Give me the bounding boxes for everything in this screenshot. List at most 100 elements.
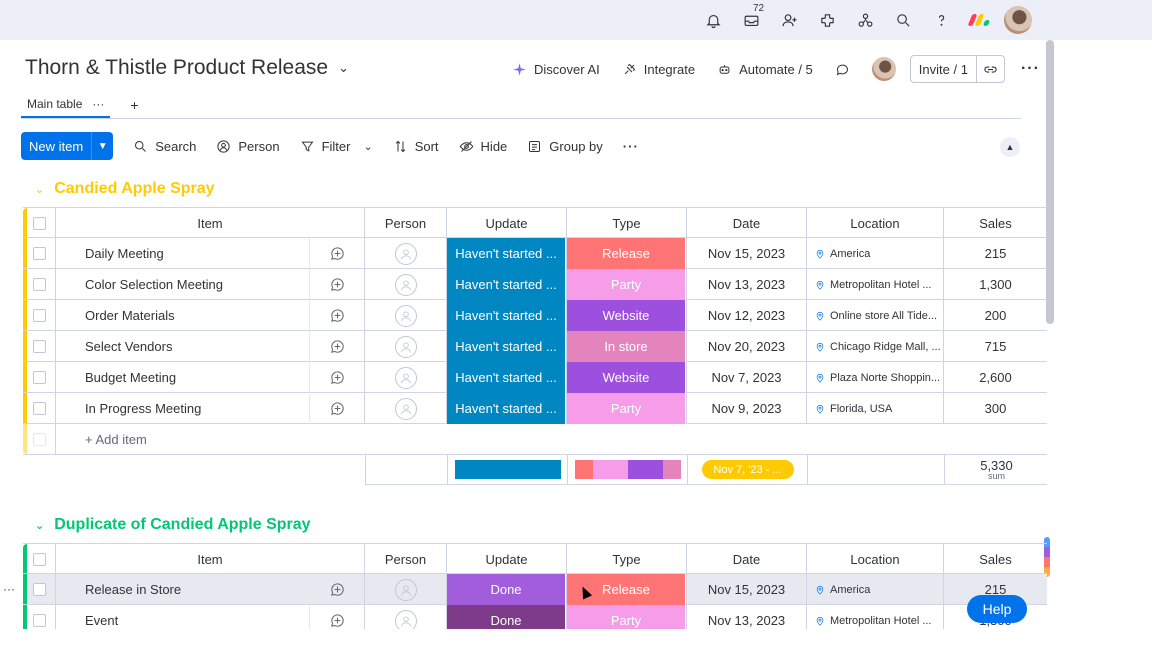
discover-ai-button[interactable]: Discover AI [512, 62, 600, 77]
summary-sales-cell[interactable]: 5,330 sum [945, 454, 1048, 485]
item-name-cell[interactable]: Order Materials [56, 300, 310, 331]
board-member-avatar[interactable] [871, 57, 896, 81]
column-header-item[interactable]: Item [56, 208, 365, 239]
date-cell[interactable]: Nov 13, 2023 [687, 269, 807, 300]
user-avatar[interactable] [1004, 6, 1032, 34]
tab-main-table[interactable]: Main table ··· [21, 92, 111, 118]
row-checkbox[interactable] [32, 583, 46, 596]
row-checkbox[interactable] [32, 614, 46, 627]
add-item-row[interactable]: + Add item [23, 424, 1047, 455]
column-header-location[interactable]: Location [807, 544, 944, 575]
update-status-cell[interactable]: Haven't started ... [447, 238, 567, 269]
column-header-type[interactable]: Type [567, 208, 687, 239]
sales-cell[interactable]: 215 [984, 582, 1007, 597]
date-cell[interactable]: Nov 13, 2023 [687, 605, 807, 636]
board-title[interactable]: Thorn & Thistle Product Release ⌄ [25, 56, 349, 80]
add-update-button[interactable] [310, 269, 365, 300]
help-button[interactable]: Help [967, 595, 1027, 623]
person-cell[interactable] [365, 574, 447, 605]
location-cell[interactable]: Chicago Ridge Mall, ... [807, 331, 944, 362]
date-cell[interactable]: Nov 15, 2023 [687, 238, 807, 269]
update-status-cell[interactable]: Haven't started ... [447, 393, 567, 424]
sales-cell[interactable]: 1,300 [979, 277, 1012, 292]
column-header-date[interactable]: Date [687, 208, 807, 239]
add-item-input[interactable]: + Add item [85, 431, 147, 447]
update-status-cell[interactable]: Done [447, 574, 567, 605]
add-update-button[interactable] [310, 574, 365, 605]
row-checkbox[interactable] [32, 278, 46, 291]
tab-menu-icon[interactable]: ··· [92, 97, 105, 111]
item-name-cell[interactable]: Daily Meeting [56, 238, 310, 269]
invite-button[interactable]: Invite / 1 [918, 61, 968, 77]
column-header-sales[interactable]: Sales [979, 552, 1012, 567]
type-status-cell[interactable]: Release [567, 574, 687, 605]
updates-button[interactable] [835, 62, 850, 77]
date-cell[interactable]: Nov 12, 2023 [687, 300, 807, 331]
integrations-button[interactable] [846, 0, 884, 40]
sales-cell[interactable]: 215 [984, 246, 1007, 261]
row-checkbox[interactable] [32, 247, 46, 260]
summary-type-cell[interactable] [568, 454, 688, 485]
select-all-checkbox[interactable] [32, 553, 46, 566]
toolbar-more-button[interactable]: ··· [622, 138, 639, 154]
help-center-button[interactable] [922, 0, 960, 40]
summary-date-cell[interactable]: Nov 7, '23 - ... [688, 454, 808, 485]
location-cell[interactable]: Metropolitan Hotel ... [807, 605, 944, 636]
item-name-cell[interactable]: Event [56, 605, 310, 636]
location-cell[interactable]: Plaza Norte Shoppin... [807, 362, 944, 393]
item-name-cell[interactable]: Release in Store [56, 574, 310, 605]
column-header-update[interactable]: Update [447, 544, 567, 575]
row-checkbox[interactable] [32, 340, 46, 353]
column-header-type[interactable]: Type [567, 544, 687, 575]
notifications-button[interactable] [694, 0, 732, 40]
summary-update-cell[interactable] [448, 454, 568, 485]
type-status-cell[interactable]: Party [567, 393, 687, 424]
update-status-cell[interactable]: Haven't started ... [447, 331, 567, 362]
item-name-cell[interactable]: Select Vendors [56, 331, 310, 362]
location-cell[interactable]: Florida, USA [807, 393, 944, 424]
row-checkbox[interactable] [32, 371, 46, 384]
date-cell[interactable]: Nov 15, 2023 [687, 574, 807, 605]
type-status-cell[interactable]: Website [567, 362, 687, 393]
hide-button[interactable]: Hide [459, 139, 507, 154]
person-cell[interactable] [365, 393, 447, 424]
type-status-cell[interactable]: Party [567, 269, 687, 300]
board-menu-button[interactable]: ··· [1020, 60, 1040, 77]
new-item-button[interactable]: New item ▼ [21, 132, 114, 160]
sales-cell[interactable]: 300 [984, 401, 1007, 416]
chevron-down-icon[interactable]: ⌄ [363, 140, 373, 153]
person-cell[interactable] [365, 238, 447, 269]
column-header-item[interactable]: Item [56, 544, 365, 575]
vertical-scrollbar[interactable] [1046, 40, 1054, 324]
update-status-cell[interactable]: Haven't started ... [447, 269, 567, 300]
location-cell[interactable]: Metropolitan Hotel ... [807, 269, 944, 300]
add-view-button[interactable]: + [130, 97, 139, 113]
row-menu-button[interactable]: ··· [3, 582, 15, 596]
type-status-cell[interactable]: In store [567, 331, 687, 362]
location-cell[interactable]: Online store All Tide... [807, 300, 944, 331]
date-cell[interactable]: Nov 9, 2023 [687, 393, 807, 424]
add-update-button[interactable] [310, 331, 365, 362]
column-header-person[interactable]: Person [365, 544, 447, 575]
integrate-button[interactable]: Integrate [622, 62, 695, 77]
update-status-cell[interactable]: Haven't started ... [447, 362, 567, 393]
group-title-candied-apple-spray[interactable]: ⌄ Candied Apple Spray [35, 180, 215, 198]
item-name-cell[interactable]: Budget Meeting [56, 362, 310, 393]
copy-link-button[interactable] [975, 56, 1004, 82]
sales-cell[interactable]: 2,600 [979, 370, 1012, 385]
person-cell[interactable] [365, 300, 447, 331]
column-header-location[interactable]: Location [807, 208, 944, 239]
row-checkbox[interactable] [32, 402, 46, 415]
chevron-down-icon[interactable]: ⌄ [35, 183, 45, 196]
collapse-header-button[interactable]: ▲ [1000, 137, 1020, 157]
add-update-button[interactable] [310, 300, 365, 331]
column-header-sales[interactable]: Sales [979, 216, 1012, 231]
group-by-button[interactable]: Group by [527, 139, 603, 154]
date-cell[interactable]: Nov 7, 2023 [687, 362, 807, 393]
add-update-button[interactable] [310, 238, 365, 269]
add-update-button[interactable] [310, 393, 365, 424]
filter-button[interactable]: Filter ⌄ [300, 139, 373, 154]
type-status-cell[interactable]: Website [567, 300, 687, 331]
sort-button[interactable]: Sort [393, 139, 439, 154]
automate-button[interactable]: Automate / 5 [717, 62, 813, 77]
